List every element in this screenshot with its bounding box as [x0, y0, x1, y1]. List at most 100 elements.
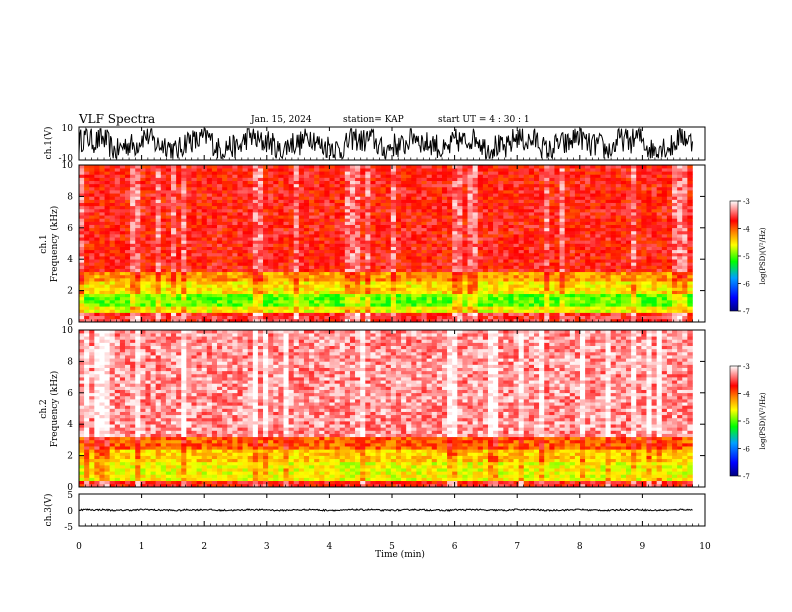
spectrogram-cell [222, 224, 228, 229]
spectrogram-cell [314, 287, 320, 291]
spectrogram-cell [155, 165, 162, 169]
spectrogram-cell [513, 318, 519, 323]
spectrogram-cell [165, 309, 172, 313]
spectrogram-cell [487, 290, 494, 295]
spectrogram-cell [421, 174, 427, 178]
spectrogram-cell [482, 199, 489, 203]
spectrogram-cell [564, 237, 571, 241]
spectrogram-cell [227, 237, 233, 241]
spectrogram-cell [314, 265, 320, 269]
spectrogram-cell [309, 237, 315, 241]
spectrogram-cell [585, 278, 591, 282]
spectrogram-cell [79, 306, 85, 310]
spectrogram-cell [411, 312, 417, 317]
spectrogram-cell [252, 274, 259, 279]
spectrogram-cell [554, 240, 560, 244]
spectrogram-cell [94, 262, 100, 266]
spectrogram-cell [217, 212, 223, 216]
spectrogram-cell [273, 224, 279, 229]
spectrogram-cell [467, 224, 473, 229]
spectrogram-cell [273, 281, 279, 285]
spectrogram-cell [298, 271, 305, 276]
spectrogram-cell [462, 196, 468, 200]
spectrogram-cell [237, 183, 243, 188]
spectrogram-cell [94, 303, 100, 307]
spectrogram-cell [186, 240, 192, 244]
spectrogram-cell [523, 227, 530, 232]
spectrogram-cell [298, 312, 305, 317]
spectrogram-cell [431, 249, 438, 254]
spectrogram-cell [329, 281, 335, 285]
spectrogram-cell [406, 281, 412, 285]
spectrogram-cell [145, 165, 151, 169]
spectrogram-cell [278, 205, 284, 210]
spectrogram-cell [247, 287, 254, 291]
spectrogram-cell [498, 278, 504, 282]
spectrogram-cell [150, 190, 156, 194]
spectrogram-cell [150, 168, 156, 172]
spectrogram-cell [114, 281, 121, 285]
spectrogram-cell [401, 290, 407, 295]
spectrogram-cell [534, 312, 540, 317]
spectrogram-cell [165, 168, 172, 172]
spectrogram-cell [559, 278, 565, 282]
spectrogram-cell [176, 180, 182, 185]
spectrogram-cell [549, 252, 555, 257]
spectrogram-cell [452, 300, 458, 304]
spectrogram-cell [206, 315, 213, 320]
spectrogram-cell [303, 243, 310, 247]
spectrogram-cell [232, 168, 238, 172]
spectrogram-cell [370, 215, 376, 219]
spectrogram-cell [104, 296, 110, 301]
spectrogram-cell [206, 278, 213, 282]
spectrogram-cell [283, 284, 289, 288]
spectrogram-cell [227, 265, 233, 269]
spectrogram-cell [426, 174, 433, 178]
spectrogram-cell [370, 268, 376, 273]
spectrogram-cell [385, 165, 392, 169]
spectrogram-cell [349, 190, 356, 194]
spectrogram-cell [232, 221, 238, 225]
spectrogram-cell [580, 180, 586, 185]
spectrogram-cell [257, 249, 264, 254]
spectrogram-cell [288, 274, 295, 279]
spectrogram-cell [196, 274, 202, 279]
spectrogram-cell [109, 183, 116, 188]
spectrogram-cell [534, 296, 540, 301]
spectrogram-cell [441, 252, 448, 257]
spectrogram-cell [472, 183, 479, 188]
spectrogram-cell [232, 224, 238, 229]
spectrogram-cell [191, 278, 197, 282]
spectrogram-cell [84, 234, 90, 238]
spectrogram-cell [344, 208, 351, 213]
spectrogram-cell [278, 262, 284, 266]
spectrogram-cell [191, 193, 197, 197]
spectrogram-cell [130, 186, 136, 191]
spectrogram-cell [324, 278, 330, 282]
spectrogram-cell [344, 284, 351, 288]
spectrogram-cell [309, 252, 315, 257]
spectrogram-cell [135, 227, 141, 232]
spectrogram-cell [99, 165, 105, 169]
spectrogram-cell [339, 186, 346, 191]
spectrogram-cell [370, 193, 376, 197]
spectrogram-cell [119, 296, 126, 301]
spectrogram-cell [380, 262, 387, 266]
spectrogram-cell [94, 171, 100, 175]
spectrogram-cell [150, 171, 156, 175]
spectrogram-cell [206, 256, 213, 260]
spectrogram-cell [329, 309, 335, 313]
spectrogram-cell [534, 274, 540, 279]
spectrogram-cell [411, 174, 417, 178]
spectrogram-cell [452, 177, 458, 181]
spectrogram-cell [94, 177, 100, 181]
spectrogram-cell [217, 168, 223, 172]
spectrogram-cell [278, 315, 284, 320]
spectrogram-cell [447, 174, 453, 178]
spectrogram-cell [201, 243, 208, 247]
spectrogram-cell [268, 208, 274, 213]
spectrogram-cell [324, 318, 330, 323]
spectrogram-cell [472, 196, 479, 200]
spectrogram-cell [339, 265, 346, 269]
spectrogram-cell [334, 174, 341, 178]
